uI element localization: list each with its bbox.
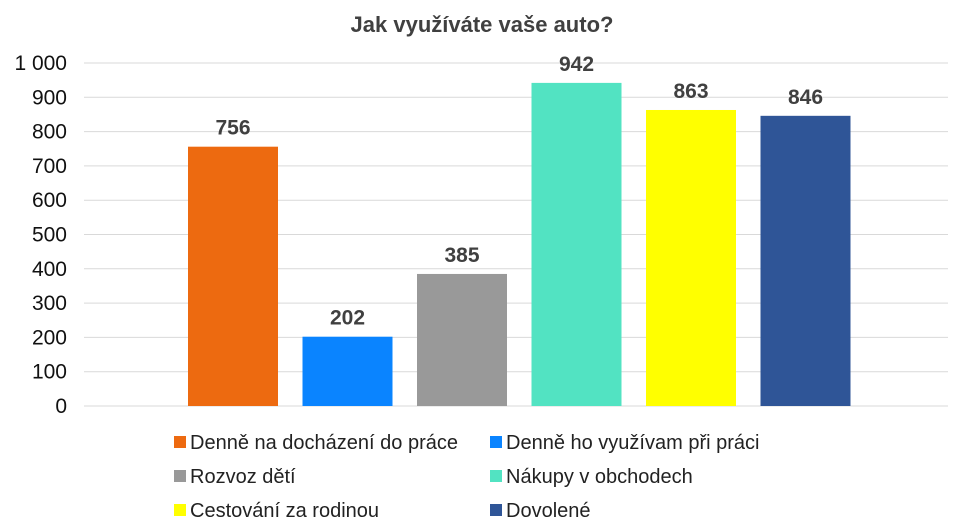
y-axis-ticks: 0 100 200 300 400 500 600 700 800 900 1 000	[14, 52, 67, 418]
legend-swatch	[490, 470, 502, 482]
bar	[188, 146, 278, 406]
y-tick-label: 400	[32, 258, 67, 281]
y-tick-label: 700	[32, 155, 67, 178]
legend-entry: Cestování za rodinou	[190, 500, 379, 522]
y-tick-label: 100	[32, 361, 67, 384]
legend-entry: Dovolené	[506, 500, 591, 522]
data-label: 756	[215, 117, 250, 140]
legend-entry: Rozvoz dětí	[190, 466, 296, 488]
bar	[760, 115, 851, 407]
bars	[188, 82, 851, 407]
legend-swatch	[490, 436, 502, 448]
y-tick-label: 500	[32, 224, 67, 247]
bar	[417, 273, 507, 406]
bar	[531, 82, 622, 407]
data-label: 942	[559, 53, 594, 76]
data-labels: 756 202 385 942 863 846	[215, 53, 823, 330]
legend-swatch	[174, 436, 186, 448]
y-tick-label: 1 000	[14, 52, 67, 75]
legend-entry: Nákupy v obchodech	[506, 466, 693, 488]
data-label: 385	[444, 244, 479, 267]
bar	[302, 336, 393, 406]
data-label: 846	[788, 86, 823, 109]
legend-entry: Denně na docházení do práce	[190, 432, 458, 454]
legend-swatch	[174, 470, 186, 482]
y-tick-label: 300	[32, 292, 67, 315]
y-tick-label: 600	[32, 189, 67, 212]
legend-entry: Denně ho využívam při práci	[506, 432, 759, 454]
legend-swatch	[490, 504, 502, 516]
data-label: 863	[673, 80, 708, 103]
y-tick-label: 800	[32, 121, 67, 144]
y-tick-label: 900	[32, 86, 67, 109]
y-tick-label: 0	[55, 395, 67, 418]
legend-swatch	[174, 504, 186, 516]
legend: Denně na docházení do práce Denně ho využ…	[174, 432, 759, 522]
bar	[646, 109, 736, 406]
chart-title: Jak využíváte vaše auto?	[351, 12, 614, 37]
y-tick-label: 200	[32, 326, 67, 349]
data-label: 202	[330, 307, 365, 330]
